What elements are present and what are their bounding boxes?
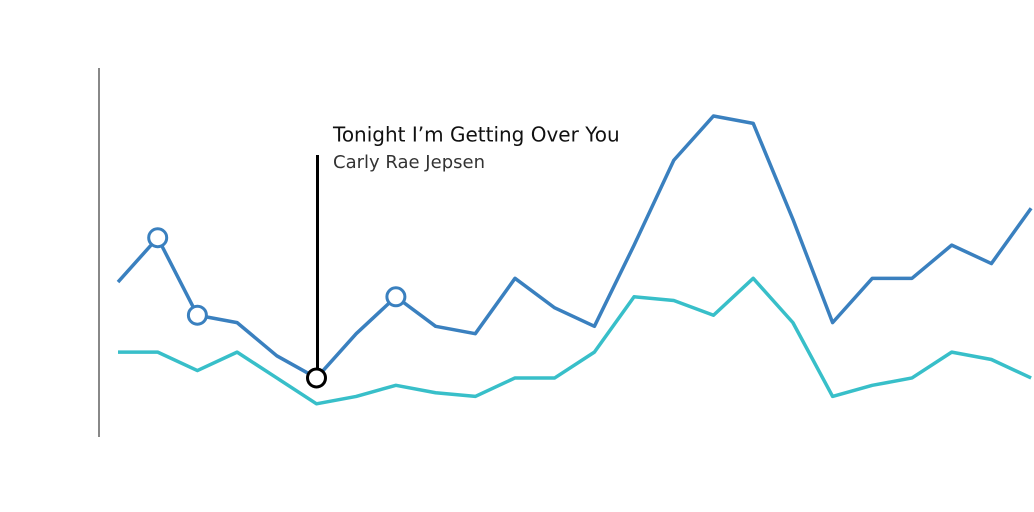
annotation-title: Tonight I’m Getting Over You (332, 123, 620, 147)
point-marker (186, 304, 208, 326)
annotation-subtitle: Carly Rae Jepsen (333, 152, 485, 173)
line (116, 114, 1033, 380)
line (118, 276, 1032, 406)
point-marker (385, 286, 407, 308)
highlight-marker (306, 367, 327, 389)
point-marker (147, 227, 169, 249)
